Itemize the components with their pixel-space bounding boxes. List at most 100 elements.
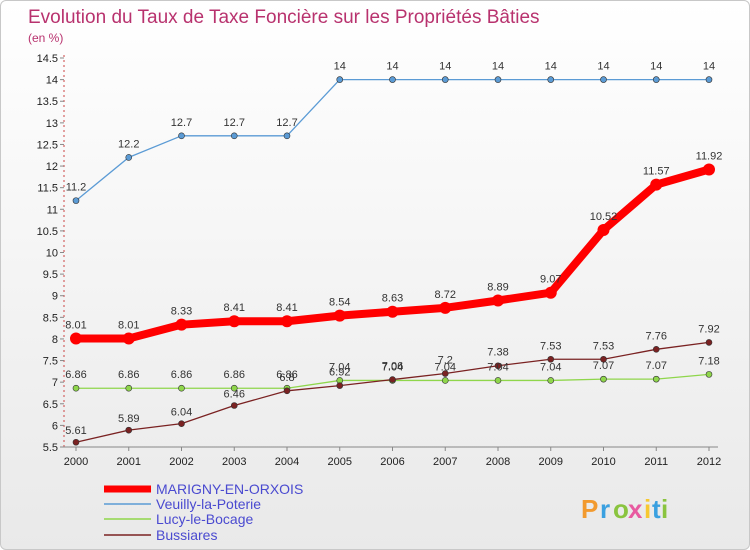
data-point bbox=[600, 375, 607, 383]
y-tick-label: 7 bbox=[52, 377, 58, 389]
x-tick-label: 2009 bbox=[539, 456, 563, 468]
data-label: 8.33 bbox=[171, 306, 192, 318]
data-point bbox=[283, 387, 291, 395]
data-point bbox=[652, 76, 660, 83]
y-tick-label: 11 bbox=[47, 204, 58, 216]
data-point bbox=[72, 438, 80, 446]
logo-letter: i bbox=[644, 494, 651, 524]
data-point bbox=[125, 384, 133, 392]
data-label: 8.41 bbox=[276, 302, 297, 314]
x-tick-label: 2002 bbox=[169, 456, 193, 468]
data-point bbox=[228, 315, 241, 328]
data-label: 8.41 bbox=[224, 302, 245, 314]
data-point bbox=[547, 355, 555, 363]
data-label: 6.04 bbox=[171, 407, 192, 419]
data-label: 7.18 bbox=[698, 355, 719, 367]
data-point bbox=[178, 384, 185, 392]
data-label: 14 bbox=[334, 61, 346, 73]
data-point bbox=[652, 346, 660, 353]
logo-letter: t bbox=[652, 494, 661, 524]
logo-letter: i bbox=[661, 494, 668, 524]
data-point bbox=[600, 355, 607, 363]
data-label: 6.86 bbox=[171, 369, 192, 381]
y-tick-label: 10.5 bbox=[37, 226, 58, 238]
data-label: 6.46 bbox=[224, 389, 245, 401]
data-point bbox=[547, 377, 555, 384]
data-label: 14 bbox=[386, 61, 398, 73]
data-point bbox=[336, 76, 344, 83]
data-label: 14 bbox=[650, 61, 662, 73]
y-tick-label: 6 bbox=[52, 420, 58, 432]
x-tick-label: 2012 bbox=[697, 456, 721, 468]
data-label: 7.04 bbox=[540, 361, 561, 373]
data-point bbox=[494, 362, 502, 370]
legend-label: Lucy-le-Bocage bbox=[156, 511, 253, 527]
data-label: 7.04 bbox=[487, 361, 508, 373]
data-label: 7.76 bbox=[646, 330, 667, 342]
data-point bbox=[650, 178, 663, 191]
data-label: 8.54 bbox=[329, 297, 350, 309]
data-label: 10.52 bbox=[590, 211, 618, 223]
data-label: 8.72 bbox=[435, 289, 456, 301]
data-point bbox=[122, 332, 135, 345]
data-point bbox=[230, 384, 238, 392]
data-point bbox=[386, 305, 399, 318]
data-point bbox=[441, 377, 449, 384]
y-tick-label: 14 bbox=[46, 75, 58, 87]
axes: 5.5 6 6.5 7 7.5 8 8.5 9 9.5 10 10.5 11 11.5 12 12.5 13 1… bbox=[37, 53, 722, 468]
data-point bbox=[547, 76, 555, 83]
logo-letter: P bbox=[581, 494, 598, 524]
data-label: 14 bbox=[492, 61, 504, 73]
chart-title: Evolution du Taux de Taxe Foncière sur l… bbox=[28, 7, 540, 28]
legend: MARIGNY-EN-ORXOISVeuilly-la-PoterieLucy-… bbox=[104, 481, 303, 543]
data-label: 14 bbox=[545, 61, 557, 73]
data-label: 12.7 bbox=[224, 117, 245, 129]
data-label: 8.89 bbox=[487, 281, 508, 293]
data-label: 12.2 bbox=[118, 138, 139, 150]
data-point bbox=[70, 332, 82, 345]
data-point bbox=[389, 76, 396, 83]
data-label: 7.38 bbox=[487, 347, 508, 359]
data-point bbox=[652, 375, 660, 383]
data-point bbox=[439, 301, 452, 314]
data-label: 7.53 bbox=[540, 340, 561, 352]
series-line-Veuilly-la-Poterie bbox=[75, 78, 710, 202]
data-label: 11.57 bbox=[643, 166, 670, 178]
data-label: 7.06 bbox=[382, 361, 403, 373]
logo-letter: o bbox=[613, 494, 629, 524]
y-tick-label: 12.5 bbox=[37, 139, 58, 151]
y-tick-label: 5.5 bbox=[43, 442, 58, 454]
y-tick-label: 8 bbox=[52, 334, 58, 346]
data-point bbox=[336, 382, 344, 389]
x-tick-label: 2000 bbox=[64, 456, 88, 468]
data-label: 14 bbox=[439, 61, 451, 73]
x-tick-label: 2005 bbox=[328, 456, 352, 468]
data-point bbox=[178, 420, 185, 427]
y-tick-label: 12 bbox=[46, 161, 58, 173]
data-point bbox=[705, 371, 713, 378]
data-label: 6.86 bbox=[276, 369, 297, 381]
data-label: 7.07 bbox=[646, 360, 667, 372]
data-label: 8.63 bbox=[382, 293, 403, 305]
data-label: 8.01 bbox=[118, 320, 139, 332]
data-point bbox=[281, 315, 293, 328]
data-point bbox=[72, 197, 80, 204]
x-tick-label: 2006 bbox=[380, 456, 404, 468]
data-label: 7.04 bbox=[382, 361, 403, 373]
y-tick-label: 9.5 bbox=[43, 269, 58, 281]
data-label: 5.89 bbox=[118, 413, 139, 425]
y-tick-label: 9 bbox=[52, 291, 58, 303]
y-tick-label: 8.5 bbox=[43, 312, 58, 324]
data-point bbox=[703, 163, 715, 176]
x-tick-label: 2001 bbox=[117, 456, 141, 468]
y-tick-label: 14.5 bbox=[37, 53, 58, 65]
legend-label: Veuilly-la-Poterie bbox=[156, 496, 261, 512]
data-point bbox=[125, 426, 133, 434]
data-label: 6.86 bbox=[118, 369, 139, 381]
y-tick-label: 13 bbox=[46, 118, 58, 130]
data-label: 7.92 bbox=[698, 323, 719, 335]
data-point bbox=[705, 76, 713, 83]
data-point bbox=[494, 377, 502, 384]
